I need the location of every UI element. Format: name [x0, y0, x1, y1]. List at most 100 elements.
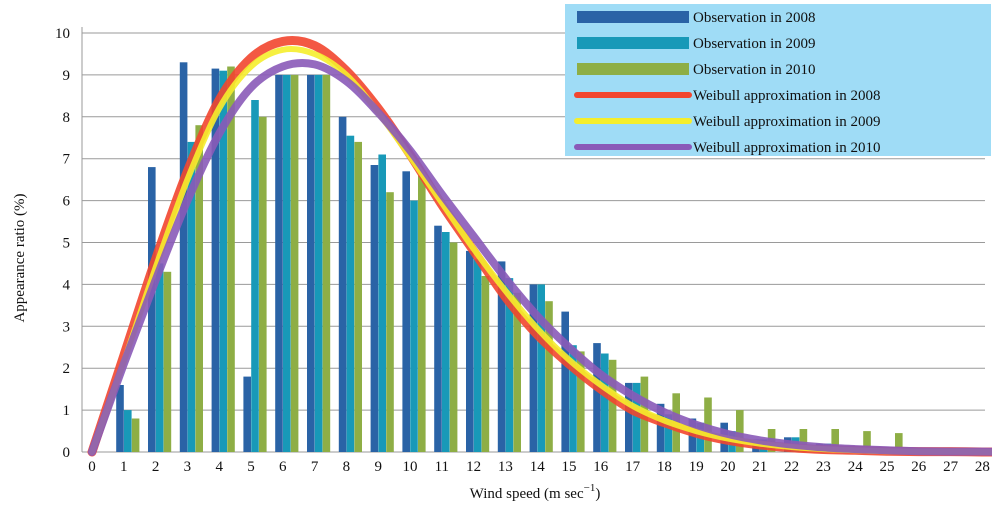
bar-1	[434, 225, 442, 452]
bar-1	[370, 165, 379, 452]
bar-3	[736, 410, 744, 452]
bar-2	[155, 263, 164, 452]
bar-1	[561, 311, 569, 452]
bar-1	[179, 62, 188, 453]
x-tick-label: 27	[943, 459, 959, 475]
x-tick-label: 8	[343, 459, 351, 475]
y-tick-label: 7	[63, 152, 71, 168]
x-tick-label: 6	[279, 459, 287, 475]
x-tick-label: 1	[120, 459, 128, 475]
lines	[87, 35, 992, 457]
x-tick-label: 4	[215, 459, 223, 475]
bar-2	[410, 200, 418, 452]
bar-3	[195, 125, 203, 452]
bar-2	[505, 278, 514, 452]
x-tick-labels: 0 1 2 3 4 5 6 7 8 9 10 11 12 13 14 15 16 17 18 19 20 21 22 23 24…	[88, 459, 990, 475]
bar-3	[545, 301, 553, 452]
x-tick-label: 22	[784, 459, 799, 475]
x-tick-label: 23	[816, 459, 831, 475]
bar-3	[577, 351, 585, 452]
x-tick-label: 24	[848, 459, 864, 475]
bar-2	[442, 232, 450, 452]
legend-swatch	[577, 63, 689, 75]
bar-3	[831, 429, 839, 452]
legend: Observation in 2008 Observation in 2009 Ob…	[565, 4, 991, 156]
x-tick-label: 17	[625, 459, 641, 475]
y-tick-label: 1	[63, 403, 71, 419]
legend-background	[565, 4, 991, 156]
bar-3	[322, 74, 331, 453]
x-tick-label: 0	[88, 459, 96, 475]
x-tick-label: 9	[374, 459, 382, 475]
bar-1	[243, 376, 251, 452]
y-tick-label: 9	[63, 68, 71, 84]
bar-3	[481, 276, 490, 452]
bar-2	[601, 353, 609, 452]
bar-1	[529, 284, 538, 452]
x-tick-label: 5	[247, 459, 255, 475]
bar-3	[386, 192, 394, 452]
legend-label: Weibull approximation in 2009	[693, 114, 881, 130]
bar-1	[148, 167, 156, 452]
bar-3	[354, 141, 362, 452]
legend-swatch	[577, 37, 689, 49]
y-axis-label: Appearance ratio (%)	[12, 193, 28, 322]
x-tick-label: 19	[689, 459, 704, 475]
x-tick-label: 3	[184, 459, 192, 475]
bar-2	[124, 410, 132, 452]
x-tick-label: 16	[593, 459, 609, 475]
y-tick-label: 5	[63, 236, 71, 252]
x-tick-label: 14	[530, 459, 546, 475]
legend-swatch	[577, 11, 689, 23]
bar-2	[346, 135, 355, 452]
bar-3	[131, 418, 140, 452]
bar-1	[275, 74, 283, 453]
legend-label: Weibull approximation in 2010	[693, 140, 881, 156]
x-axis-label-main: Wind speed (m sec	[470, 486, 584, 502]
bar-3	[227, 66, 235, 452]
x-tick-label: 12	[466, 459, 481, 475]
x-tick-label: 7	[311, 459, 319, 475]
bar-3	[513, 292, 521, 452]
x-axis-label-close: )	[595, 486, 600, 502]
bar-3	[863, 431, 871, 452]
bar-2	[378, 154, 386, 452]
x-tick-label: 18	[657, 459, 672, 475]
bars	[116, 62, 992, 453]
bar-1	[211, 68, 220, 452]
x-tick-label: 20	[721, 459, 736, 475]
legend-label: Observation in 2009	[693, 36, 815, 52]
bar-1	[338, 116, 347, 453]
x-axis-label: Wind speed (m sec−1)	[470, 482, 601, 502]
y-tick-label: 4	[63, 277, 71, 293]
bar-3	[608, 359, 617, 452]
bar-3	[895, 433, 903, 452]
x-tick-label: 2	[152, 459, 160, 475]
bar-2	[314, 74, 323, 453]
bar-1	[625, 382, 633, 452]
x-tick-label: 15	[562, 459, 577, 475]
y-tick-label: 8	[63, 110, 71, 126]
bar-1	[116, 385, 124, 452]
bar-2	[251, 100, 259, 452]
bar-3	[163, 271, 172, 452]
bar-3	[418, 175, 426, 452]
bar-2	[569, 345, 577, 452]
bar-2	[283, 74, 291, 453]
legend-label: Observation in 2008	[693, 10, 815, 26]
legend-label: Weibull approximation in 2008	[693, 88, 881, 104]
bar-2	[664, 414, 673, 452]
bar-2	[632, 382, 641, 452]
y-tick-label: 6	[63, 194, 71, 210]
bar-1	[466, 250, 474, 452]
bar-3	[449, 242, 458, 452]
y-tick-labels: 0 1 2 3 4 5 6 7 8 9 10	[55, 26, 71, 461]
x-tick-label: 11	[435, 459, 449, 475]
legend-label: Observation in 2010	[693, 62, 815, 78]
y-tick-label: 0	[63, 445, 71, 461]
bar-2	[187, 141, 196, 452]
y-tick-label: 2	[63, 361, 71, 377]
bar-2	[219, 70, 227, 452]
bar-3	[259, 116, 267, 453]
